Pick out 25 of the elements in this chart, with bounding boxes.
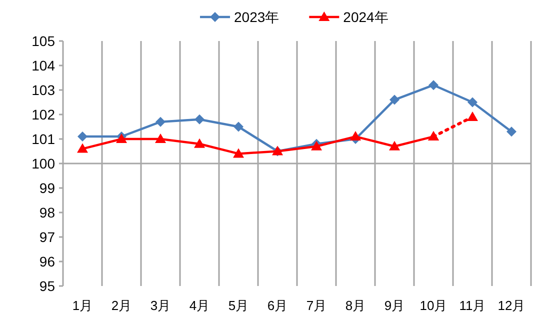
- y-tick-label: 102: [32, 106, 56, 122]
- x-tick-label: 6月: [267, 298, 288, 313]
- x-tick-label: 4月: [189, 298, 210, 313]
- x-tick-label: 10月: [420, 298, 448, 313]
- y-tick-label: 105: [32, 33, 56, 49]
- x-tick-label: 1月: [72, 298, 93, 313]
- y-tick-label: 96: [39, 254, 56, 270]
- x-tick-label: 2月: [111, 298, 132, 313]
- y-tick-label: 99: [39, 180, 56, 196]
- x-tick-label: 3月: [150, 298, 171, 313]
- x-tick-label: 9月: [384, 298, 405, 313]
- y-tick-label: 95: [39, 278, 56, 294]
- y-tick-label: 98: [39, 204, 56, 220]
- x-tick-label: 12月: [498, 298, 526, 313]
- x-tick-label: 8月: [345, 298, 366, 313]
- x-tick-label: 7月: [306, 298, 327, 313]
- legend-label: 2023年: [234, 9, 280, 25]
- legend-label: 2024年: [343, 9, 388, 25]
- y-tick-label: 100: [32, 156, 56, 172]
- x-tick-label: 5月: [228, 298, 249, 313]
- y-tick-label: 97: [39, 229, 56, 245]
- y-tick-label: 103: [32, 82, 56, 98]
- y-tick-label: 101: [32, 131, 56, 147]
- y-tick-label: 104: [32, 58, 56, 74]
- x-tick-label: 11月: [459, 298, 486, 313]
